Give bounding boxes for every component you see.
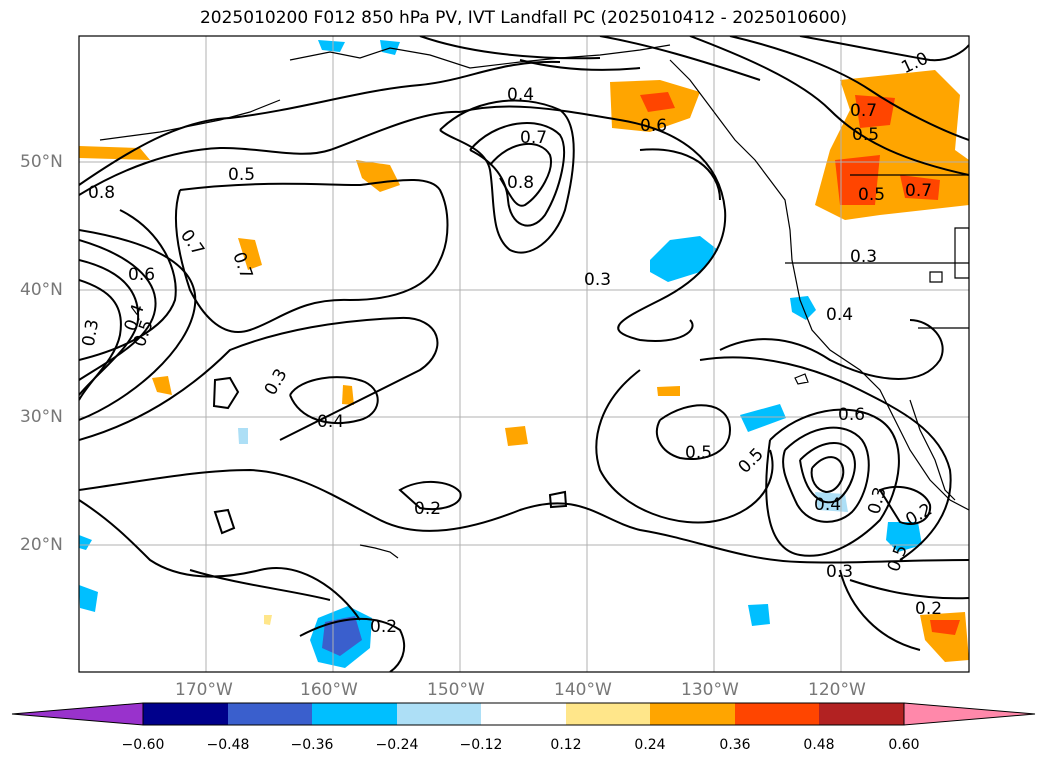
colorbar-segment bbox=[228, 703, 312, 725]
map-title: 2025010200 F012 850 hPa PV, IVT Landfall… bbox=[199, 8, 847, 28]
colorbar-segment bbox=[735, 703, 819, 725]
coastlines bbox=[99, 44, 969, 559]
colorbar-extend-high bbox=[903, 702, 1036, 726]
colorbar-tick: −0.12 bbox=[459, 737, 503, 753]
colorbar-segment bbox=[312, 703, 397, 725]
contour-label: 0.3 bbox=[850, 247, 877, 267]
colorbar-extend-low bbox=[11, 702, 144, 726]
colorbar-tick: −0.60 bbox=[121, 737, 165, 753]
lat-label: 30°N bbox=[20, 407, 63, 427]
colorbar-segment bbox=[566, 703, 650, 725]
contour-label: 0.4 bbox=[507, 85, 534, 105]
shading-layer bbox=[79, 40, 969, 668]
lon-label: 160°W bbox=[300, 680, 358, 700]
lat-label: 50°N bbox=[20, 152, 63, 172]
contour-label: 0.7 bbox=[905, 181, 932, 201]
colorbar-tick: −0.48 bbox=[206, 737, 250, 753]
colorbar-tick: −0.36 bbox=[290, 737, 334, 753]
contour-label: 0.2 bbox=[370, 617, 397, 637]
colorbar-segment bbox=[143, 703, 228, 725]
colorbar-tick: −0.24 bbox=[375, 737, 419, 753]
gridlines bbox=[79, 36, 969, 672]
contour-label: 0.5 bbox=[685, 443, 712, 463]
contour-label: 0.5 bbox=[858, 185, 885, 205]
contour-label: 0.6 bbox=[128, 265, 155, 285]
contour-label: 0.7 bbox=[520, 128, 547, 148]
colorbar-segment bbox=[819, 703, 904, 725]
contour-label: 0.6 bbox=[640, 116, 667, 136]
colorbar-tick: 0.24 bbox=[634, 737, 666, 753]
colorbar-segment bbox=[397, 703, 481, 725]
colorbar-tick: 0.48 bbox=[803, 737, 835, 753]
lon-label: 150°W bbox=[427, 680, 485, 700]
contour-label: 0.3 bbox=[79, 318, 103, 348]
shade-north-strip bbox=[79, 146, 150, 160]
contour-label: 0.4 bbox=[814, 495, 841, 515]
lat-label: 40°N bbox=[20, 280, 63, 300]
map-panel: 1.0 0.4 0.6 0.7 0.5 0.8 0.5 0.8 0.7 0.7 … bbox=[79, 36, 969, 672]
contour-lines bbox=[79, 36, 969, 672]
contour-label: 0.5 bbox=[852, 125, 879, 145]
colorbar-tick: 0.36 bbox=[719, 737, 751, 753]
lon-label: 130°W bbox=[681, 680, 739, 700]
colorbar bbox=[11, 702, 1036, 726]
lon-label: 120°W bbox=[808, 680, 866, 700]
colorbar-tick: 0.12 bbox=[550, 737, 582, 753]
colorbar-tick: 0.60 bbox=[888, 737, 920, 753]
contour-label: 0.8 bbox=[88, 183, 115, 203]
colorbar-segment bbox=[481, 703, 566, 725]
contour-label: 0.4 bbox=[317, 412, 344, 432]
contour-label: 0.7 bbox=[850, 101, 877, 121]
colorbar-segment bbox=[650, 703, 735, 725]
contour-label: 0.4 bbox=[826, 305, 853, 325]
contour-label: 0.5 bbox=[228, 165, 255, 185]
contour-label: 0.2 bbox=[915, 599, 942, 619]
contour-label: 0.6 bbox=[838, 405, 865, 425]
contour-label: 0.3 bbox=[584, 270, 611, 290]
contour-label: 0.2 bbox=[414, 499, 441, 519]
map-frame bbox=[78, 35, 970, 673]
lat-label: 20°N bbox=[20, 535, 63, 555]
lon-label: 170°W bbox=[175, 680, 233, 700]
contour-label: 0.8 bbox=[507, 173, 534, 193]
lon-label: 140°W bbox=[554, 680, 612, 700]
contour-label: 0.3 bbox=[826, 562, 853, 582]
